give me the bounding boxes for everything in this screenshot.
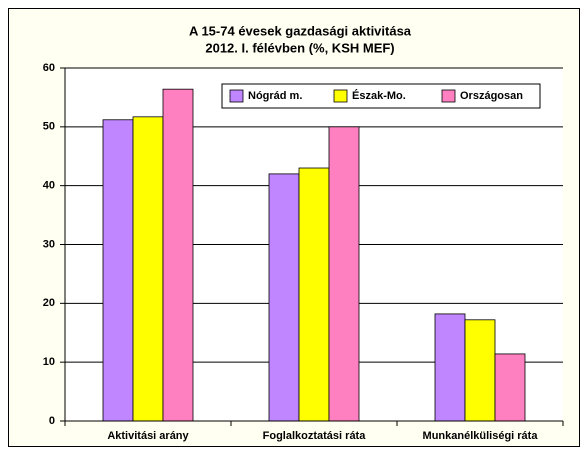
bar [464,319,496,422]
legend-swatch [229,89,244,103]
legend-box [221,83,541,109]
bar [328,126,360,422]
x-tick-label: Foglalkoztatási ráta [263,430,367,442]
y-tick-label: 0 [49,415,55,427]
x-tick-label: Munkanélküliségi ráta [423,430,539,442]
legend-label: Országosan [460,90,523,102]
bar [132,116,164,422]
bar [162,88,194,422]
legend-label: Nógrád m. [248,90,302,102]
bar [494,353,526,422]
x-tick-label: Aktivitási arány [107,430,189,442]
y-tick-label: 10 [43,356,55,368]
chart-title: A 15-74 évesek gazdasági aktivitása [189,23,412,38]
bar [434,313,466,422]
bar [102,119,134,422]
y-tick-label: 20 [43,297,55,309]
bar [268,173,300,422]
y-tick-label: 60 [43,62,55,74]
bar [298,167,330,422]
y-tick-label: 50 [43,121,55,133]
legend-swatch [441,89,456,103]
y-tick-label: 40 [43,180,55,192]
y-tick-label: 30 [43,238,55,250]
legend-swatch [333,89,348,103]
legend-label: Észak-Mo. [352,89,406,102]
chart-subtitle: 2012. I. félévben (%, KSH MEF) [205,40,394,55]
